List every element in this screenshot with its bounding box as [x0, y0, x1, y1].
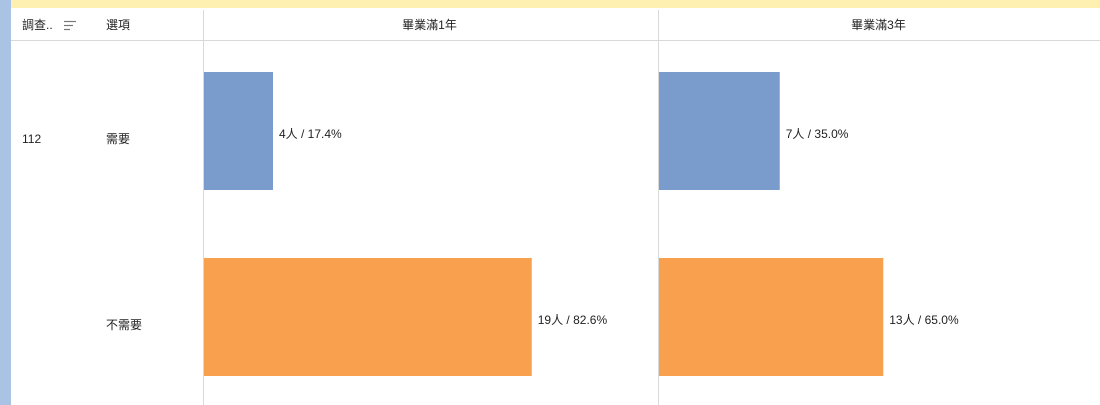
bar [659, 72, 780, 190]
column-header: 調查.. [22, 18, 53, 32]
left-strip [0, 0, 11, 405]
category-label: 不需要 [106, 318, 142, 332]
title-strip [0, 0, 1100, 8]
survey-label: 112 [22, 132, 41, 146]
series-header: 畢業滿3年 [851, 18, 906, 32]
series-header: 畢業滿1年 [402, 18, 457, 32]
value-label: 19人 / 82.6% [538, 313, 608, 327]
value-label: 4人 / 17.4% [279, 127, 342, 141]
category-label: 需要 [106, 132, 130, 146]
bar [204, 72, 273, 190]
bar [204, 258, 532, 376]
value-label: 13人 / 65.0% [889, 313, 959, 327]
sort-icon [64, 20, 76, 31]
value-label: 7人 / 35.0% [786, 127, 849, 141]
column-header: 選項 [106, 18, 130, 32]
bar [659, 258, 884, 376]
